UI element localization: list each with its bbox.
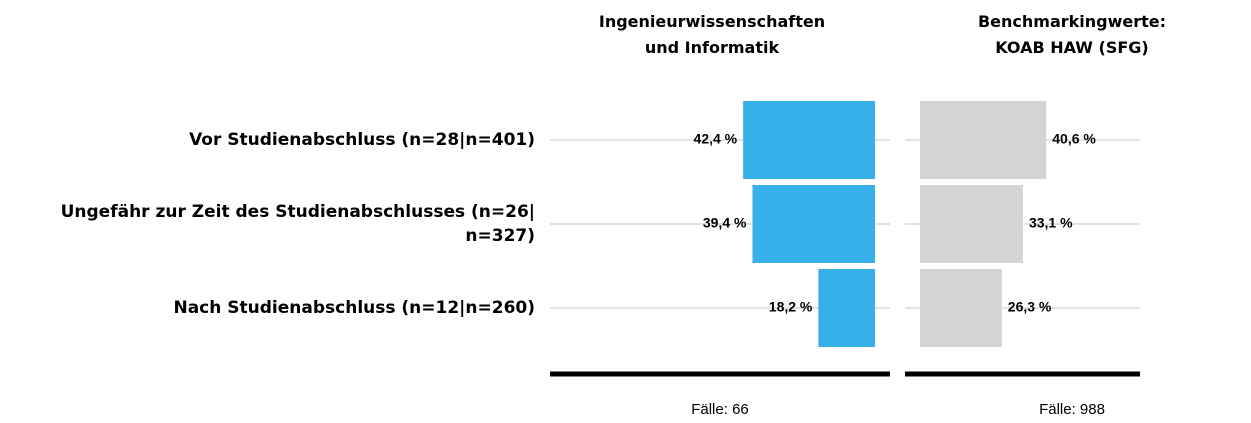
- value-label: 26,3 %: [1008, 299, 1052, 315]
- bar: [818, 269, 875, 347]
- footer: Fälle: 988: [1039, 401, 1105, 418]
- value-label: 18,2 %: [769, 299, 813, 315]
- value-label: 33,1 %: [1029, 215, 1073, 231]
- footer: Fälle: 66: [691, 401, 749, 418]
- value-label: 40,6 %: [1052, 131, 1096, 147]
- bar: [920, 185, 1023, 263]
- bar: [920, 101, 1047, 179]
- panel-title: Ingenieurwissenschaften und Informatik: [599, 12, 825, 57]
- category-label: Vor Studienabschluss (n=28|n=401): [189, 130, 535, 150]
- bar: [752, 185, 875, 263]
- category-label: Ungefähr zur Zeit des Studienabschlusses…: [61, 202, 535, 246]
- panel-title: Benchmarkingwerte: KOAB HAW (SFG): [978, 12, 1166, 57]
- bar: [743, 101, 875, 179]
- value-label: 39,4 %: [703, 215, 747, 231]
- bar: [920, 269, 1002, 347]
- value-label: 42,4 %: [694, 131, 738, 147]
- category-label: Nach Studienabschluss (n=12|n=260): [173, 298, 535, 318]
